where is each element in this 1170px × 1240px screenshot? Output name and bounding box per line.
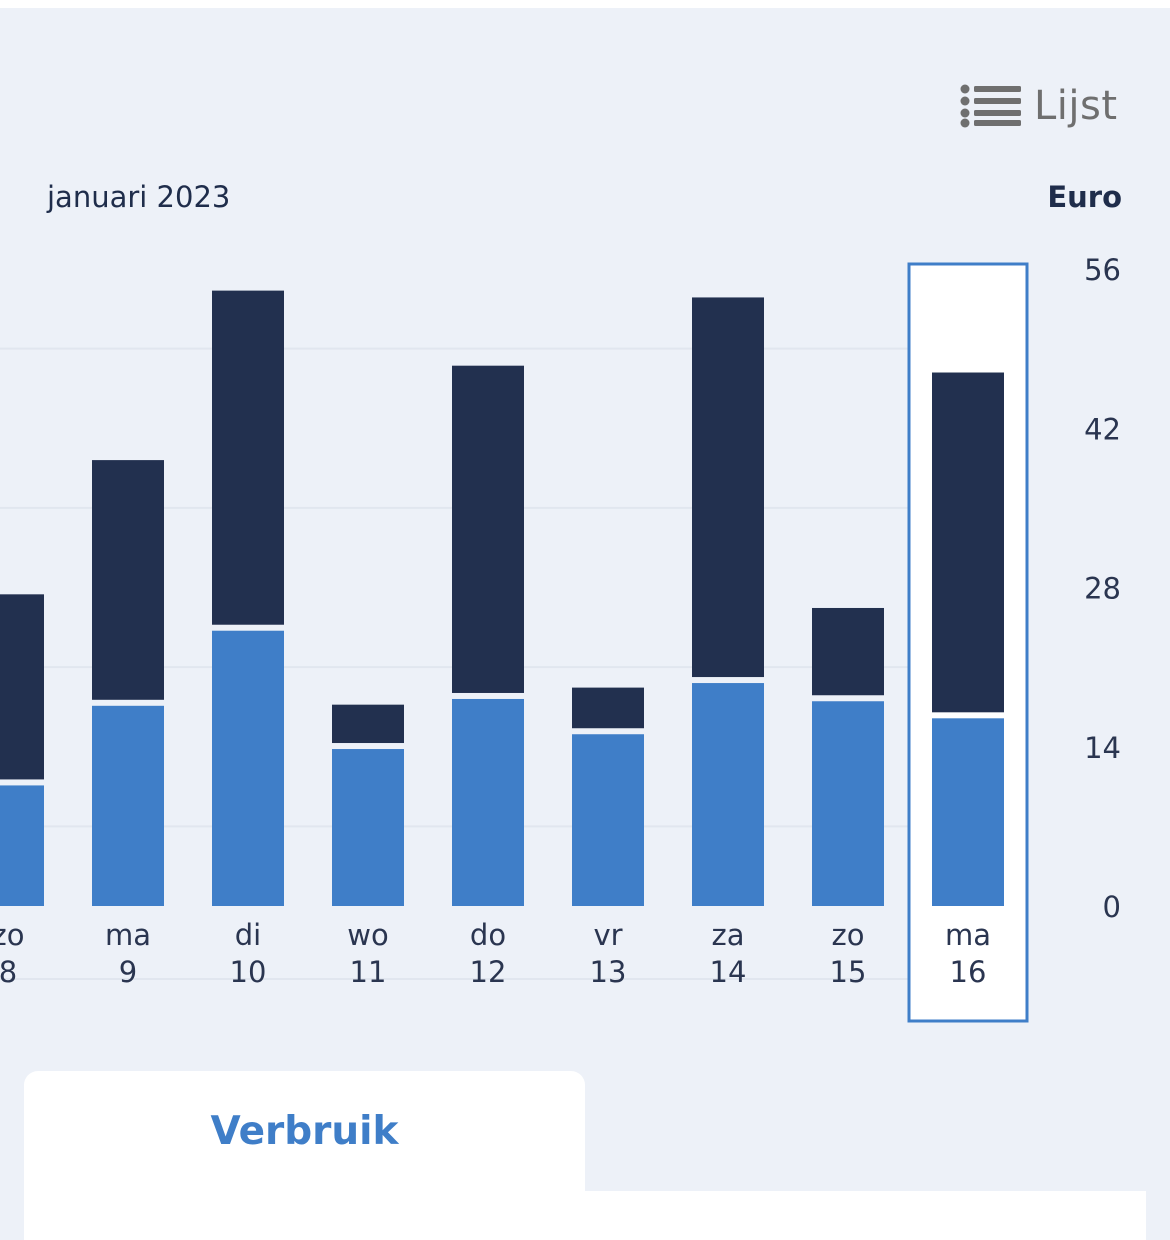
x-tick-date-label: 16: [950, 955, 987, 989]
bar-segment-bottom[interactable]: [692, 683, 764, 906]
bar-segment-bottom[interactable]: [932, 718, 1004, 906]
y-tick-label: 56: [1084, 253, 1121, 287]
bar-segment-bottom[interactable]: [0, 785, 44, 906]
bar-segment-top[interactable]: [932, 372, 1004, 713]
x-tick-day-label: di: [235, 918, 261, 952]
bar-segment-bottom[interactable]: [812, 701, 884, 906]
y-axis-unit-label: Euro: [1047, 180, 1122, 214]
x-tick-day-label: wo: [347, 918, 388, 952]
list-toggle-label: Lijst: [1034, 83, 1118, 129]
x-tick-date-label: 8: [0, 955, 17, 989]
bar-segment-bottom[interactable]: [452, 698, 524, 906]
x-tick-date-label: 13: [590, 955, 627, 989]
y-tick-label: 42: [1084, 412, 1121, 446]
y-tick-label: 14: [1084, 731, 1121, 765]
list-icon: [960, 84, 1021, 128]
bar-segment-top[interactable]: [452, 365, 524, 693]
x-tick-day-label: ma: [945, 918, 991, 952]
x-tick-date-label: 15: [830, 955, 867, 989]
period-label: januari 2023: [47, 180, 231, 214]
bar-segment-top[interactable]: [812, 607, 884, 696]
x-tick-day-label: ma: [105, 918, 151, 952]
bar-segment-top[interactable]: [572, 687, 644, 729]
y-tick-label: 28: [1084, 572, 1121, 606]
x-tick-day-label: do: [470, 918, 506, 952]
x-tick-date-label: 12: [470, 955, 507, 989]
y-tick-label: 0: [1103, 890, 1121, 924]
x-tick-day-label: zo: [0, 918, 24, 952]
x-tick-date-label: 14: [710, 955, 747, 989]
x-tick-day-label: vr: [593, 918, 622, 952]
tab-verbruik-label: Verbruik: [210, 1109, 399, 1154]
bar-segment-top[interactable]: [212, 290, 284, 625]
x-tick-date-label: 9: [119, 955, 137, 989]
x-tick-day-label: zo: [832, 918, 865, 952]
bar-segment-top[interactable]: [692, 297, 764, 678]
x-tick-date-label: 10: [230, 955, 267, 989]
bar-segment-bottom[interactable]: [92, 705, 164, 906]
bar-segment-bottom[interactable]: [572, 734, 644, 906]
bar-segment-top[interactable]: [0, 594, 44, 780]
x-tick-date-label: 11: [350, 955, 387, 989]
bar-segment-top[interactable]: [92, 460, 164, 700]
x-tick-day-label: za: [712, 918, 745, 952]
bar-segment-bottom[interactable]: [332, 749, 404, 906]
list-view-toggle[interactable]: Lijst: [960, 78, 1130, 134]
bar-segment-bottom[interactable]: [212, 630, 284, 906]
content-card: [24, 1191, 1146, 1240]
bar-segment-top[interactable]: [332, 704, 404, 744]
